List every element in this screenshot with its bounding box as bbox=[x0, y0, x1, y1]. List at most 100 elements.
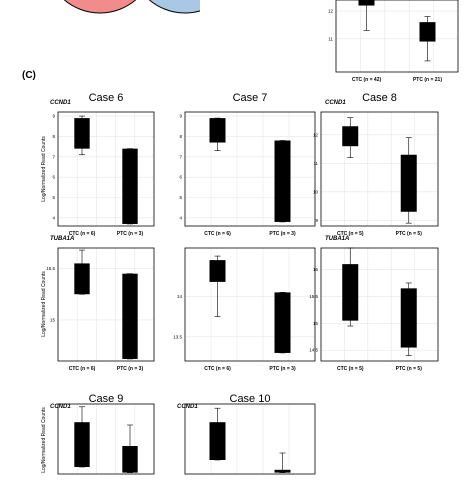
x-category-label: PTC (n = 3) bbox=[269, 366, 296, 372]
box-iqr bbox=[122, 148, 138, 224]
venn-diagram bbox=[63, 0, 200, 14]
case-title: Case 6 bbox=[88, 92, 124, 104]
y-tick-label: 5 bbox=[52, 195, 55, 200]
y-tick-label: 8 bbox=[179, 134, 182, 139]
plot-frame bbox=[184, 247, 316, 362]
plot-frame bbox=[184, 111, 316, 227]
plot-frame bbox=[184, 403, 316, 475]
panel-label: (C) bbox=[22, 70, 36, 81]
y-tick-label: 9 bbox=[52, 114, 55, 119]
box-plot bbox=[57, 403, 155, 475]
box-plot: 9 10 11 12 CTC (n = 5) PTC (n = 5) bbox=[313, 111, 439, 237]
box-iqr bbox=[400, 154, 417, 212]
y-tick-label: 15.5 bbox=[46, 266, 55, 271]
box-iqr bbox=[274, 292, 291, 353]
case-title: Case 7 bbox=[232, 92, 268, 104]
y-tick-label: 15 bbox=[313, 321, 319, 326]
box-plot bbox=[184, 403, 316, 475]
box-iqr bbox=[209, 118, 226, 143]
x-category-label: CTC (n = 6) bbox=[69, 366, 96, 372]
plot-frame bbox=[57, 247, 155, 362]
x-category-label: PTC (n = 3) bbox=[269, 231, 296, 237]
plot-frame bbox=[57, 403, 155, 475]
y-tick-label: 7 bbox=[179, 154, 182, 159]
y-tick-label: 11 bbox=[328, 36, 333, 41]
box-iqr bbox=[342, 126, 359, 147]
y-tick-label: 13.5 bbox=[173, 334, 182, 339]
box-iqr bbox=[274, 469, 291, 473]
box-iqr bbox=[400, 288, 417, 348]
venn-right-circle bbox=[148, 0, 200, 14]
y-tick-label: 15.5 bbox=[309, 294, 318, 299]
plot-frame bbox=[335, 0, 459, 73]
x-category-label: PTC (n = 5) bbox=[396, 366, 423, 372]
y-tick-label: 12 bbox=[328, 9, 334, 14]
x-category-label: CTC (n = 42) bbox=[352, 77, 382, 83]
gene-label: CCND1 bbox=[325, 100, 346, 106]
plot-area bbox=[57, 403, 155, 475]
plot-area: 14.5 15 15.5 16 CTC (n = 5) PTC (n = 5) bbox=[309, 247, 439, 372]
y-tick-label: 4 bbox=[179, 215, 182, 220]
case-title: Case 9 bbox=[88, 393, 124, 405]
gene-label: TUBA1A bbox=[325, 236, 350, 242]
box-iqr bbox=[209, 260, 226, 282]
plot-frame bbox=[320, 247, 439, 362]
gene-label: TUBA1A bbox=[50, 236, 75, 242]
x-category-label: CTC (n = 5) bbox=[337, 231, 364, 237]
box-iqr bbox=[74, 118, 90, 149]
y-tick-label: 15 bbox=[50, 317, 56, 322]
y-tick-label: 11 bbox=[313, 161, 318, 166]
box-iqr bbox=[122, 273, 138, 359]
box-plot: 14.5 15 15.5 16 CTC (n = 5) PTC (n = 5) bbox=[309, 247, 439, 372]
x-category-label: CTC (n = 6) bbox=[204, 231, 231, 237]
box-iqr bbox=[419, 22, 436, 42]
plot-area: 13.5 14 CTC (n = 6) PTC (n = 3) bbox=[173, 247, 316, 372]
box-plot: 4 5 6 7 8 9 CTC (n = 6) PTC (n = 3) bbox=[179, 111, 316, 237]
plot-area bbox=[184, 403, 316, 475]
box-iqr bbox=[358, 0, 375, 6]
gene-label: CCND1 bbox=[177, 404, 198, 410]
plot-area: 4 5 6 7 8 9 CTC (n = 6) PTC (n = 3) bbox=[179, 111, 316, 237]
plot-area: 9 10 11 12 CTC (n = 5) PTC (n = 5) bbox=[313, 111, 439, 237]
box-iqr bbox=[342, 264, 359, 321]
y-tick-label: 16 bbox=[313, 267, 319, 272]
plot-frame bbox=[320, 111, 439, 227]
x-category-label: PTC (n = 3) bbox=[117, 231, 144, 237]
venn-left-circle bbox=[63, 0, 137, 14]
x-category-label: CTC (n = 5) bbox=[337, 366, 364, 372]
x-category-label: CTC (n = 6) bbox=[204, 366, 231, 372]
case-title: Case 10 bbox=[229, 393, 271, 405]
y-tick-label: 8 bbox=[52, 134, 55, 139]
x-category-label: CTC (n = 6) bbox=[69, 231, 96, 237]
box-plot: 15 15.5 CTC (n = 6) PTC (n = 3) bbox=[46, 247, 155, 372]
y-tick-label: 9 bbox=[315, 218, 318, 223]
y-tick-label: 4 bbox=[52, 215, 55, 220]
x-category-label: PTC (n = 21) bbox=[413, 77, 442, 83]
box-plot: 11 12 CTC (n = 42) PTC (n = 21) bbox=[328, 0, 459, 83]
x-category-label: PTC (n = 3) bbox=[117, 366, 144, 372]
box-iqr bbox=[74, 263, 90, 295]
plot-area: 4 5 6 7 8 9 CTC (n = 6) PTC (n = 3) bbox=[52, 111, 155, 237]
box-plot: 4 5 6 7 8 9 CTC (n = 6) PTC (n = 3) bbox=[52, 111, 155, 237]
box-iqr bbox=[274, 140, 291, 222]
plot-area: 15 15.5 CTC (n = 6) PTC (n = 3) bbox=[46, 247, 155, 372]
box-iqr bbox=[74, 422, 90, 467]
plot-frame bbox=[57, 111, 155, 227]
y-tick-label: 6 bbox=[179, 175, 182, 180]
y-tick-label: 6 bbox=[52, 175, 55, 180]
y-tick-label: 14.5 bbox=[309, 348, 318, 353]
gene-label: CCND1 bbox=[50, 100, 71, 106]
y-tick-label: 9 bbox=[179, 114, 182, 119]
y-tick-label: 14 bbox=[177, 294, 183, 299]
x-category-label: PTC (n = 5) bbox=[396, 231, 423, 237]
y-tick-label: 12 bbox=[313, 132, 319, 137]
case-title: Case 8 bbox=[362, 92, 397, 104]
gene-label: CCND1 bbox=[50, 404, 71, 410]
y-tick-label: 10 bbox=[313, 189, 319, 194]
box-iqr bbox=[122, 446, 138, 473]
y-tick-label: 5 bbox=[179, 195, 182, 200]
y-tick-label: 7 bbox=[52, 154, 55, 159]
box-iqr bbox=[209, 422, 226, 460]
box-plot: 13.5 14 CTC (n = 6) PTC (n = 3) bbox=[173, 247, 316, 372]
plot-area: 11 12 CTC (n = 42) PTC (n = 21) bbox=[328, 0, 459, 83]
